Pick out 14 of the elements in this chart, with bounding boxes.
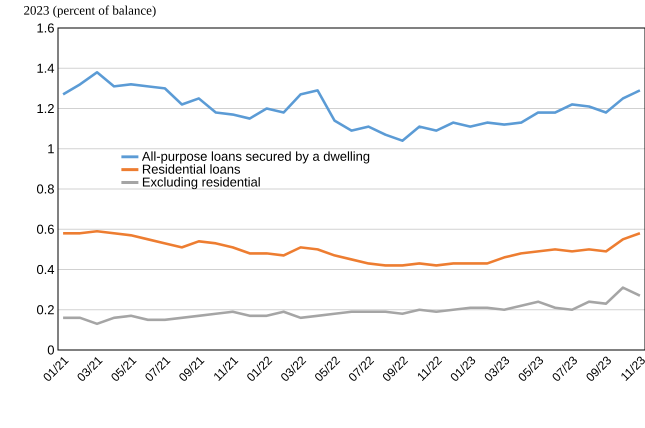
y-tick-label: 0.2 [36,305,54,314]
y-tick-label: 0.4 [36,264,54,274]
y-tick-label: 0 [48,345,54,355]
y-tick-label: 1.6 [37,23,54,33]
line-series [62,70,642,142]
y-tick-label: 1.2 [37,104,54,114]
chart-title: 2023 (percent of balance) [24,6,156,18]
legend-label: Excluding residential [142,177,260,190]
legend-label: Residential loans [142,164,240,174]
y-tick-label: 0.8 [36,184,54,194]
y-tick-label: 1.4 [37,64,54,73]
y-tick-label: 0.6 [36,224,54,234]
legend-label: All-purpose loans secured by a dwelling [142,151,370,164]
y-tick-label: 1 [48,144,54,154]
